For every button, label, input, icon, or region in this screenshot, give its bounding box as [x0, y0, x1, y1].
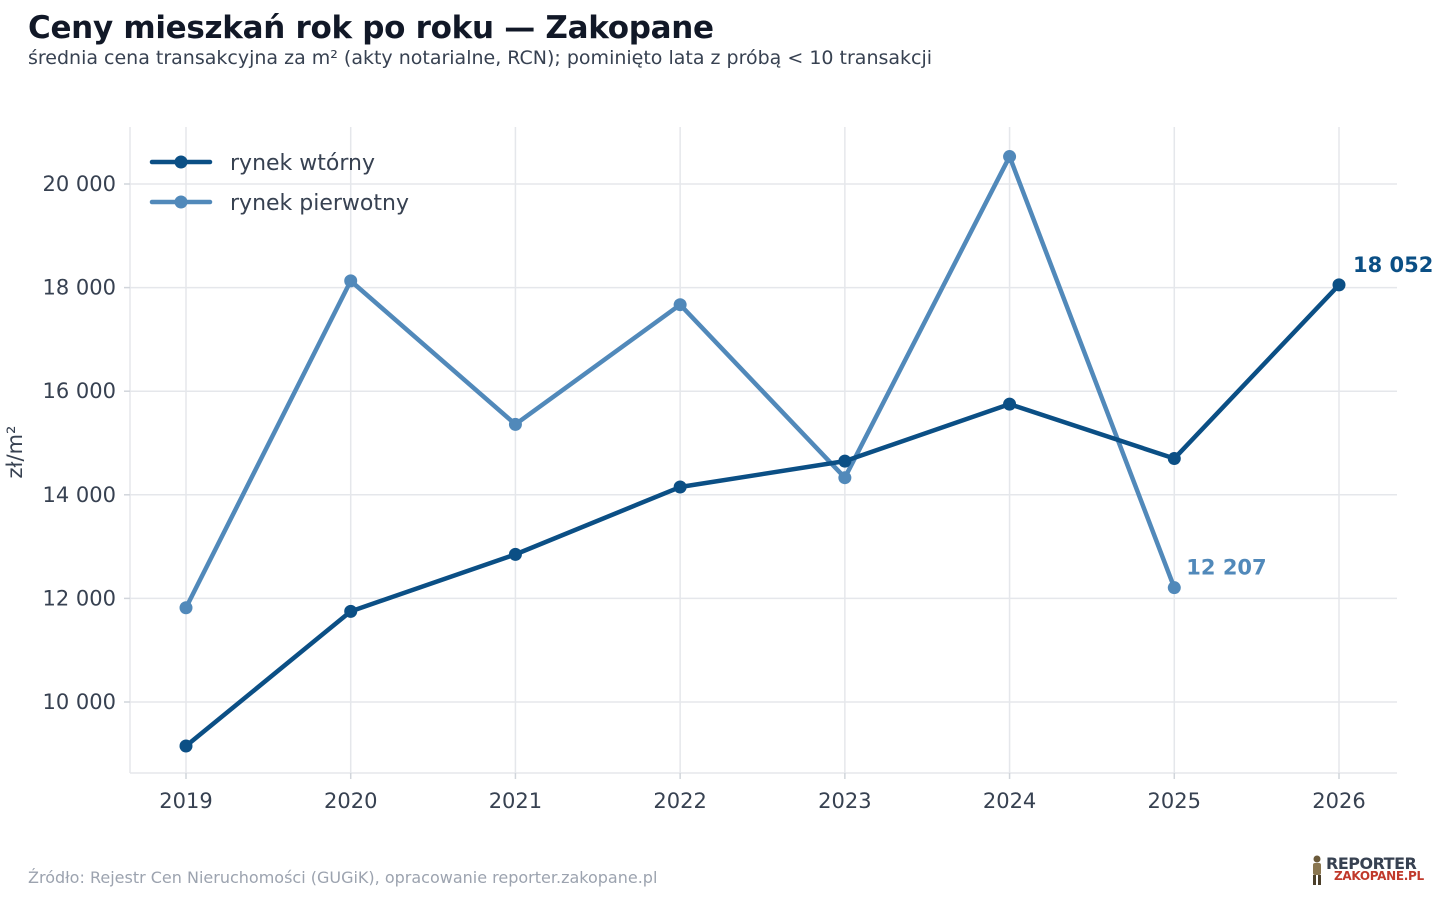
- x-tick-label: 2025: [1148, 789, 1201, 813]
- data-point-wtorny: [673, 480, 687, 494]
- legend-label: rynek wtórny: [230, 151, 375, 176]
- end-label-wtorny: 18 052: [1353, 253, 1433, 277]
- series-line-wtorny: [183, 282, 1342, 749]
- y-tick-label: 16 000: [43, 379, 116, 403]
- reporter-logo: REPORTER ZAKOPANE.PL: [1306, 852, 1424, 890]
- end-label-pierwotny: 12 207: [1186, 556, 1266, 580]
- x-tick-label: 2026: [1312, 789, 1365, 813]
- chart-subtitle: średnia cena transakcyjna za m² (akty no…: [28, 47, 933, 69]
- y-tick-label: 12 000: [43, 586, 116, 610]
- series-layer: [179, 150, 1346, 753]
- legend: rynek wtórny rynek pierwotny: [149, 151, 409, 216]
- data-point-wtorny: [838, 454, 852, 468]
- y-tick-label: 14 000: [43, 483, 116, 507]
- data-point-pierwotny: [508, 417, 522, 431]
- y-tick-label: 10 000: [43, 690, 116, 714]
- x-tick-label: 2023: [818, 789, 871, 813]
- data-point-wtorny: [1332, 278, 1346, 292]
- reporter-figure-icon: [1313, 855, 1321, 885]
- legend-item-wtorny: rynek wtórny: [149, 151, 375, 176]
- data-point-wtorny: [179, 739, 193, 753]
- y-axis-label: zł/m²: [3, 426, 27, 479]
- data-point-pierwotny: [838, 471, 852, 485]
- data-point-wtorny: [1167, 452, 1181, 466]
- data-point-pierwotny: [179, 601, 193, 615]
- data-point-wtorny: [344, 604, 358, 618]
- source-note: Źródło: Rejestr Cen Nieruchomości (GUGiK…: [28, 868, 658, 887]
- legend-marker: [174, 195, 188, 209]
- data-point-pierwotny: [673, 298, 687, 312]
- axis-layer: 10 000 12 000 14 000 16 000 18 000 20 000 2019…: [43, 127, 1397, 813]
- x-tick-label: 2021: [489, 789, 542, 813]
- data-point-wtorny: [1003, 397, 1017, 411]
- chart-title: Ceny mieszkań rok po roku — Zakopane: [28, 10, 714, 46]
- grid-layer: [130, 127, 1397, 773]
- x-tick-label: 2022: [653, 789, 706, 813]
- x-tick-label: 2019: [159, 789, 212, 813]
- x-tick-label: 2024: [983, 789, 1036, 813]
- y-tick-label: 20 000: [43, 172, 116, 196]
- data-point-wtorny: [508, 547, 522, 561]
- data-point-pierwotny: [1003, 150, 1017, 164]
- legend-marker: [174, 155, 188, 169]
- logo-text-zakopane: ZAKOPANE.PL: [1334, 869, 1424, 883]
- x-tick-label: 2020: [324, 789, 377, 813]
- data-point-pierwotny: [1167, 581, 1181, 595]
- y-tick-label: 18 000: [43, 276, 116, 300]
- data-point-pierwotny: [344, 274, 358, 288]
- legend-label: rynek pierwotny: [230, 191, 409, 216]
- legend-item-pierwotny: rynek pierwotny: [149, 191, 409, 216]
- label-layer: 18 052 12 207: [1186, 253, 1433, 580]
- logo-text-reporter: REPORTER: [1326, 854, 1417, 873]
